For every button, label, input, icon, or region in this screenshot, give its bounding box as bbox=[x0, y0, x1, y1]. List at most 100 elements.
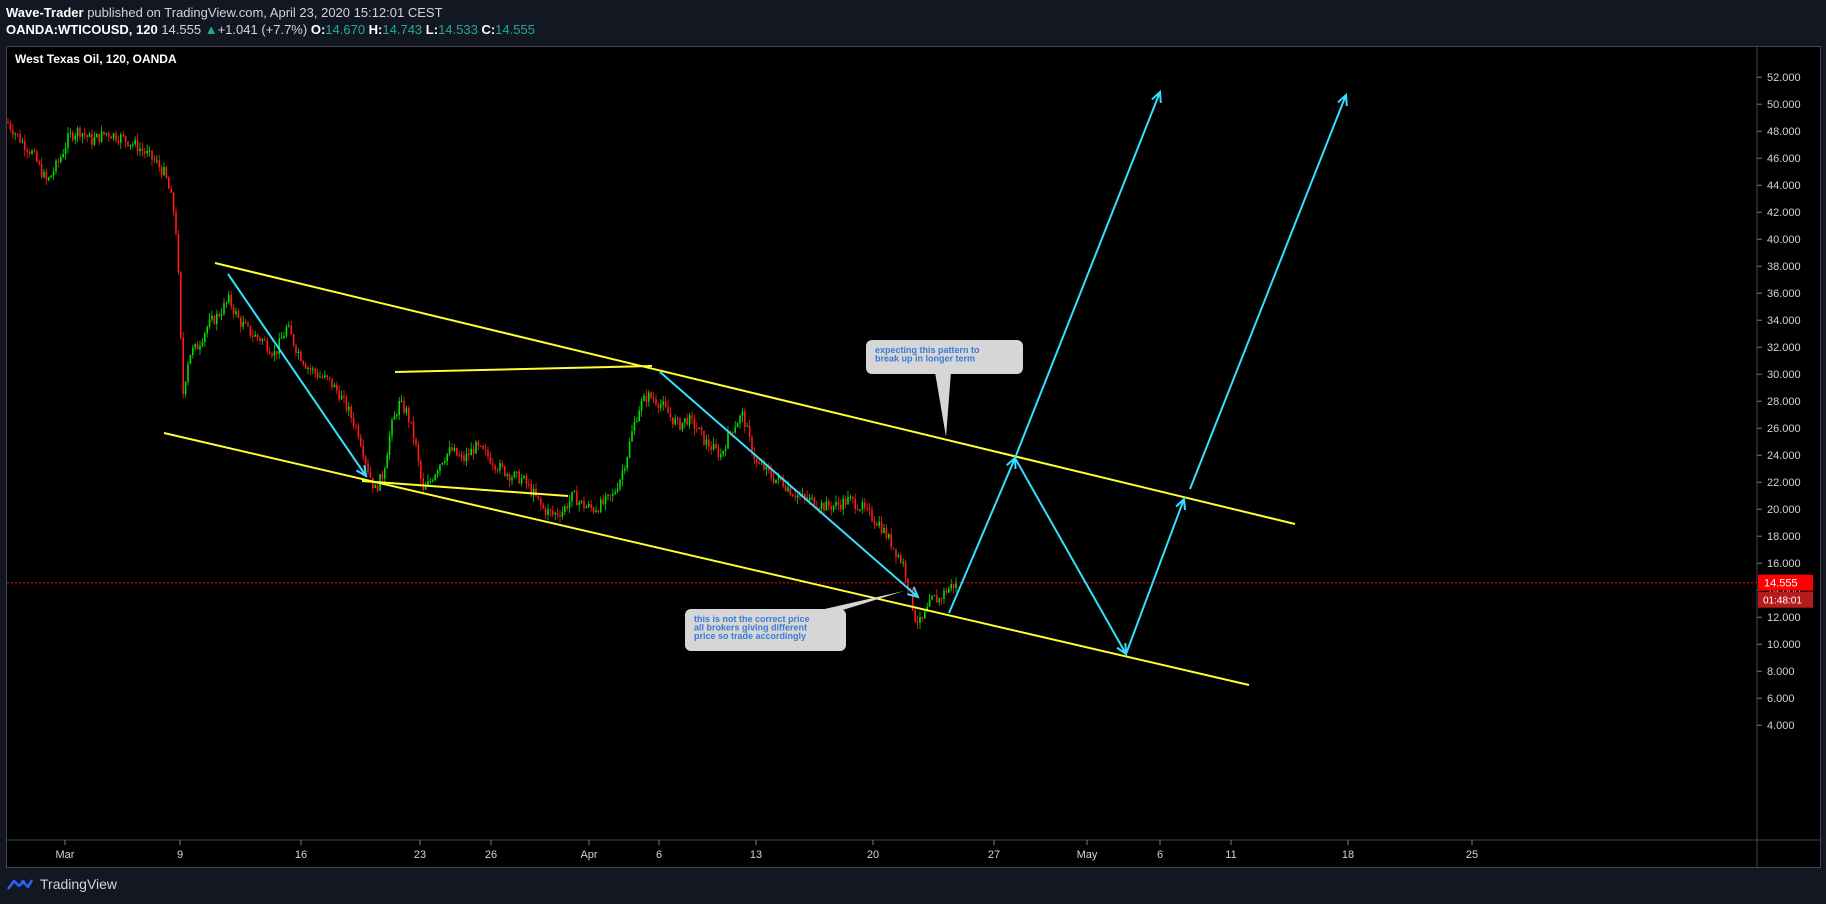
candle-body bbox=[412, 422, 415, 439]
candle-body bbox=[679, 418, 681, 430]
candle-body bbox=[835, 501, 837, 506]
candle-body bbox=[672, 417, 674, 425]
candle-body bbox=[585, 506, 588, 509]
upper-channel-line bbox=[214, 262, 1296, 525]
candle-body bbox=[369, 472, 372, 478]
candle-body bbox=[799, 495, 801, 497]
candle-body bbox=[213, 316, 216, 324]
candle-body bbox=[93, 137, 96, 145]
candle-body bbox=[724, 448, 727, 451]
candle-body bbox=[765, 465, 768, 470]
candle-body bbox=[146, 150, 148, 154]
candle-body bbox=[374, 485, 376, 489]
candle-body bbox=[417, 444, 420, 462]
candle-body bbox=[506, 474, 508, 476]
candle-body bbox=[408, 407, 410, 422]
tradingview-logo-icon[interactable] bbox=[6, 877, 34, 891]
candle-body bbox=[928, 599, 931, 607]
y-tick-label: 32.000 bbox=[1767, 342, 1801, 354]
candle-body bbox=[556, 512, 559, 516]
candle-body bbox=[141, 148, 144, 152]
y-tick-label: 30.000 bbox=[1767, 369, 1801, 381]
candle-body bbox=[69, 132, 72, 134]
brand-name[interactable]: TradingView bbox=[40, 876, 118, 892]
candle-body bbox=[225, 302, 228, 304]
candle-body bbox=[888, 534, 890, 539]
candle-body bbox=[415, 438, 417, 445]
x-tick-label: 9 bbox=[177, 849, 183, 861]
candle-body bbox=[950, 584, 952, 589]
candle-body bbox=[840, 504, 842, 510]
candle-body bbox=[936, 595, 938, 603]
author-name[interactable]: Wave-Trader bbox=[6, 5, 84, 20]
candle-body bbox=[151, 150, 153, 160]
candle-body bbox=[897, 555, 900, 558]
candle-body bbox=[612, 493, 614, 496]
candle-body bbox=[516, 471, 518, 473]
y-tick-label: 42.000 bbox=[1767, 207, 1801, 219]
candle-body bbox=[684, 418, 686, 423]
candle-body bbox=[326, 375, 328, 378]
candle-body bbox=[388, 435, 391, 455]
candle-body bbox=[295, 345, 297, 353]
callout-price-warning-text: price so trade accordingly bbox=[694, 631, 806, 641]
candle-body bbox=[621, 470, 624, 480]
candle-body bbox=[705, 439, 708, 445]
candle-body bbox=[98, 134, 100, 142]
candle-body bbox=[72, 132, 74, 140]
candle-body bbox=[554, 512, 556, 515]
candle-body bbox=[751, 436, 753, 453]
y-tick-label: 18.000 bbox=[1767, 531, 1801, 543]
candle-body bbox=[729, 431, 732, 433]
candle-body bbox=[38, 161, 40, 164]
candle-body bbox=[828, 501, 830, 507]
candle-body bbox=[338, 390, 340, 400]
candle-body bbox=[424, 486, 427, 490]
candle-body bbox=[391, 419, 393, 436]
candle-body bbox=[528, 483, 530, 485]
candle-body bbox=[698, 427, 700, 429]
candle-body bbox=[112, 133, 115, 139]
callout-expecting-text: break up in longer term bbox=[875, 354, 975, 364]
candle-body bbox=[124, 135, 127, 142]
candle-body bbox=[873, 520, 876, 524]
candle-body bbox=[86, 135, 88, 138]
candle-body bbox=[837, 501, 840, 505]
candle-body bbox=[508, 474, 511, 481]
candle-body bbox=[669, 413, 672, 418]
last-price: 14.555 bbox=[161, 22, 202, 37]
candle-body bbox=[256, 334, 259, 338]
candle-body bbox=[278, 338, 280, 354]
candle-body bbox=[451, 447, 453, 451]
candle-body bbox=[136, 139, 139, 152]
candle-body bbox=[475, 441, 477, 454]
candle-body bbox=[364, 456, 367, 464]
candle-body bbox=[537, 495, 540, 499]
candle-body bbox=[76, 127, 79, 136]
candle-body bbox=[91, 133, 93, 145]
chart-pane[interactable]: expecting this pattern to break up in lon… bbox=[6, 46, 1821, 868]
x-tick-label: 6 bbox=[1157, 849, 1163, 861]
candle-body bbox=[67, 133, 69, 148]
candle-body bbox=[626, 457, 628, 469]
candle-body bbox=[110, 136, 112, 139]
candle-body bbox=[494, 465, 496, 470]
candle-body bbox=[938, 598, 940, 603]
candle-body bbox=[132, 144, 134, 146]
candle-body bbox=[237, 311, 240, 318]
candle-body bbox=[715, 443, 717, 449]
callout-price-warning bbox=[685, 609, 846, 651]
candle-body bbox=[352, 417, 355, 426]
candle-body bbox=[561, 511, 564, 517]
candle-body bbox=[902, 562, 904, 564]
candle-body bbox=[324, 375, 326, 378]
candle-body bbox=[340, 395, 343, 400]
candle-body bbox=[662, 401, 664, 405]
candle-body bbox=[396, 415, 398, 417]
candle-body bbox=[122, 134, 124, 136]
candle-body bbox=[465, 453, 468, 462]
candle-body bbox=[441, 463, 444, 465]
candle-body bbox=[640, 401, 643, 411]
